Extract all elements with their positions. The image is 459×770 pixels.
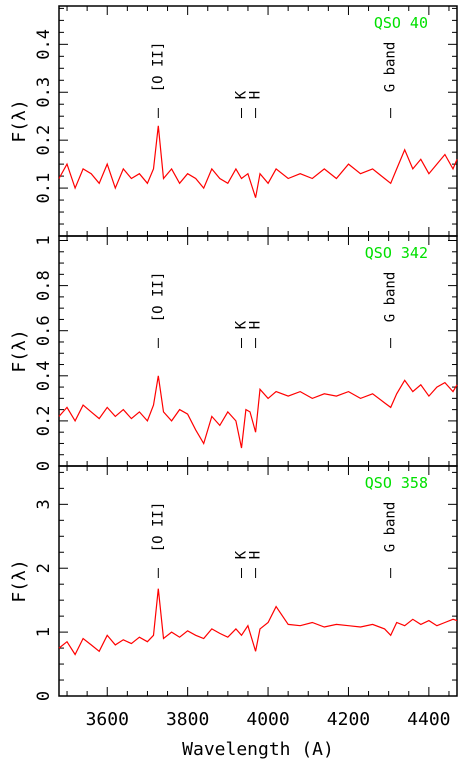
y-tick-label: 0 [34, 691, 54, 701]
y-tick-label: 0 [34, 461, 54, 471]
feature-label: [O II] [150, 272, 166, 323]
x-tick-label: 4000 [246, 709, 289, 730]
y-tick-label: 0.2 [34, 406, 54, 437]
spectrum-series [58, 125, 458, 198]
y-tick-label: 0.1 [34, 173, 54, 204]
feature-label: K [234, 320, 250, 329]
feature-label: G band [383, 502, 399, 553]
y-axis-label: F(λ) [9, 329, 30, 372]
y-tick-label: 3 [34, 499, 54, 509]
y-tick-label: 0.4 [34, 29, 54, 60]
x-tick-label: 3800 [166, 709, 209, 730]
y-tick-label: 2 [34, 563, 54, 573]
feature-label: [O II] [150, 502, 166, 553]
y-tick-label: 1 [34, 235, 54, 245]
y-tick-label: 0.2 [34, 125, 54, 156]
feature-label: K [234, 90, 250, 99]
feature-label: K [234, 550, 250, 559]
feature-label: H [248, 551, 264, 559]
x-tick-label: 3600 [86, 709, 129, 730]
y-tick-label: 0.3 [34, 77, 54, 108]
y-tick-label: 0.4 [34, 360, 54, 391]
feature-label: H [248, 91, 264, 99]
feature-label: [O II] [150, 42, 166, 93]
y-tick-label: 0.8 [34, 270, 54, 301]
panel-2: 0 0.2 0.4 0.6 0.8 1 F(λ) QSO 342 [O II] KH G band [9, 235, 458, 471]
feature-label: G band [383, 42, 399, 93]
y-tick-label: 1 [34, 627, 54, 637]
plot-frame [58, 5, 458, 237]
x-tick-label: 4200 [327, 709, 370, 730]
panel-title: QSO 342 [365, 244, 428, 262]
feature-label: H [248, 321, 264, 329]
plot-frame [58, 235, 458, 467]
panel-3: 0 1 2 3 F(λ) QSO 358 [O II] KH G band [9, 465, 458, 701]
spectrum-series [58, 375, 458, 449]
x-tick-label: 4400 [407, 709, 450, 730]
y-tick-label: 0.6 [34, 315, 54, 346]
x-axis-label: Wavelength (A) [182, 739, 334, 760]
panel-title: QSO 358 [365, 474, 428, 492]
y-axis-label: F(λ) [9, 99, 30, 142]
panel-1: 0.1 0.2 0.3 0.4 F(λ) QSO 40 [O II] KH G band [9, 5, 458, 237]
feature-label: G band [383, 272, 399, 323]
panel-title: QSO 40 [374, 14, 428, 32]
y-axis-label: F(λ) [9, 559, 30, 602]
plot-frame [58, 465, 458, 697]
spectrum-series [58, 588, 458, 656]
